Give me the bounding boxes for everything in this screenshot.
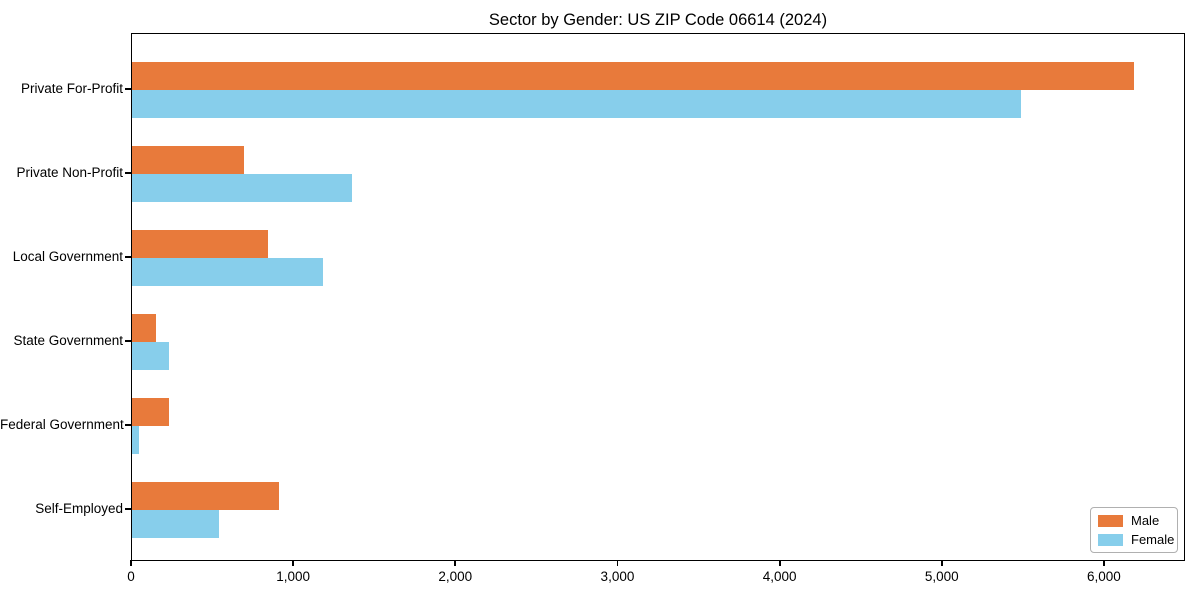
bar-female-federal-government xyxy=(132,426,140,454)
bar-female-private-non-profit xyxy=(132,174,353,202)
bar-female-state-government xyxy=(132,342,170,370)
bar-male-private-non-profit xyxy=(132,146,244,174)
category-label-state-government: State Government xyxy=(13,333,123,348)
x-tick-label: 3,000 xyxy=(600,569,635,584)
x-tick-label: 4,000 xyxy=(762,569,797,584)
category-label-private-for-profit: Private For-Profit xyxy=(20,81,123,96)
x-tick-mark xyxy=(778,560,781,566)
y-tick-mark xyxy=(125,340,131,342)
category-label-local-government: Local Government xyxy=(12,249,123,264)
plot-area xyxy=(131,33,1185,561)
x-tick-mark xyxy=(292,560,295,566)
bar-female-private-for-profit xyxy=(132,90,1021,118)
bar-male-self-employed xyxy=(132,482,280,510)
category-label-federal-government: Federal Government xyxy=(0,417,124,432)
bar-female-self-employed xyxy=(132,510,220,538)
legend: Male Female xyxy=(1090,507,1178,553)
y-tick-mark xyxy=(125,424,131,426)
x-tick-label: 2,000 xyxy=(438,569,473,584)
x-tick-mark xyxy=(940,560,943,566)
category-label-self-employed: Self-Employed xyxy=(35,501,123,516)
x-tick-mark xyxy=(130,560,132,566)
x-tick-label: 5,000 xyxy=(924,569,959,584)
x-tick-mark xyxy=(1103,560,1105,566)
bar-female-local-government xyxy=(132,258,323,286)
x-tick-mark xyxy=(616,560,619,566)
legend-label: Male xyxy=(1131,513,1160,528)
bar-male-local-government xyxy=(132,230,268,258)
y-tick-mark xyxy=(125,256,131,258)
y-tick-mark xyxy=(125,172,131,174)
category-label-private-non-profit: Private Non-Profit xyxy=(16,165,123,180)
x-tick-label: 6,000 xyxy=(1087,569,1121,584)
bar-male-state-government xyxy=(132,314,157,342)
x-tick-label: 0 xyxy=(127,569,135,584)
chart-title: Sector by Gender: US ZIP Code 06614 (202… xyxy=(488,11,828,29)
legend-item-female: Female xyxy=(1098,532,1174,547)
legend-item-male: Male xyxy=(1098,513,1169,528)
y-tick-mark xyxy=(125,88,131,90)
x-tick-mark xyxy=(454,560,457,566)
legend-swatch-male xyxy=(1098,514,1123,527)
legend-swatch-female xyxy=(1098,533,1123,546)
legend-label: Female xyxy=(1131,532,1175,547)
bar-male-federal-government xyxy=(132,398,170,426)
x-tick-label: 1,000 xyxy=(276,569,311,584)
bar-male-private-for-profit xyxy=(132,62,1134,90)
y-tick-mark xyxy=(125,508,131,510)
